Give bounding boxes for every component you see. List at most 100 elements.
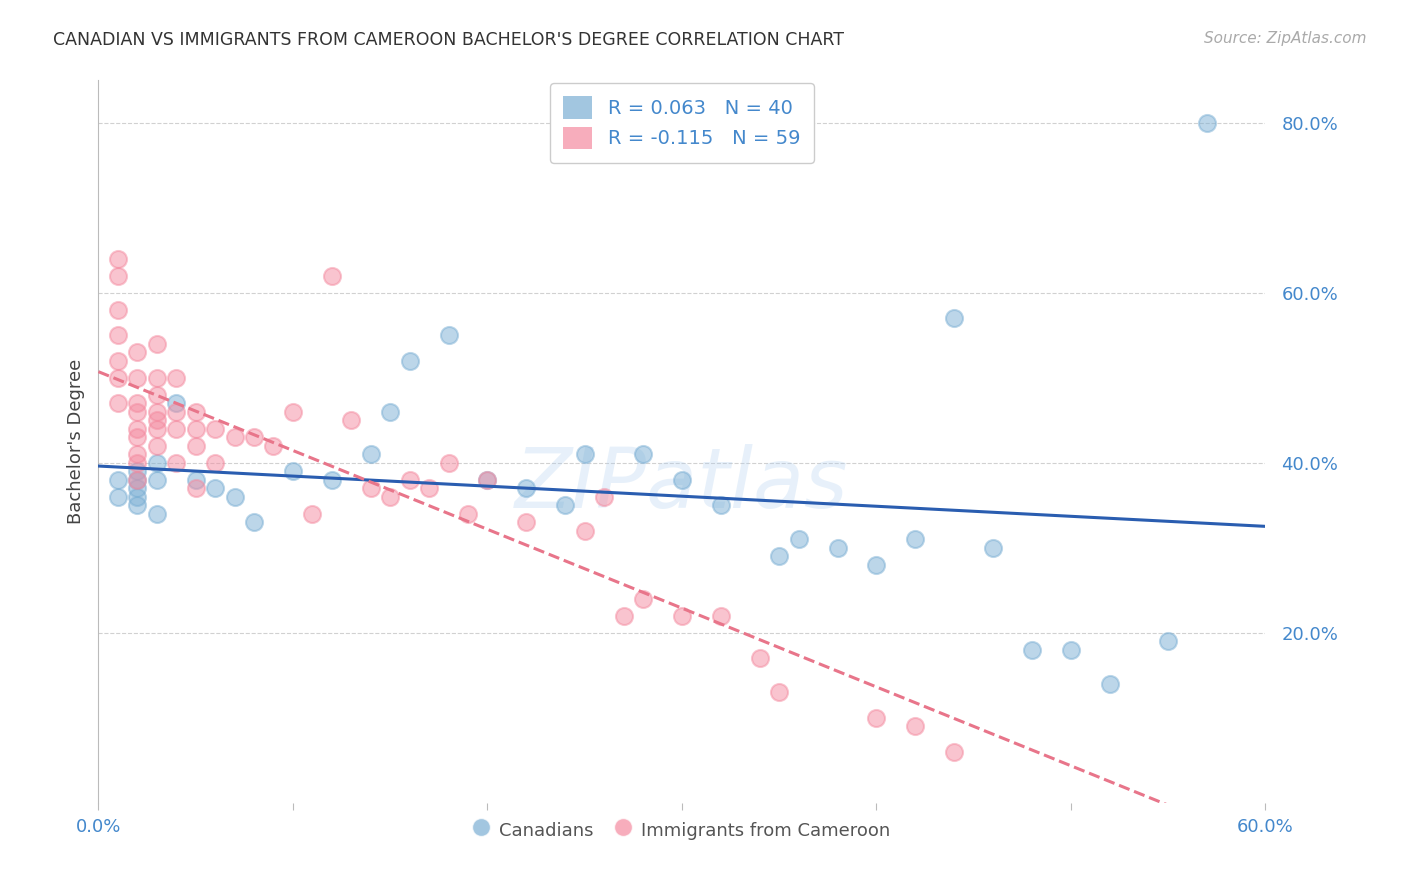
Point bbox=[1060, 642, 1083, 657]
Point bbox=[477, 473, 499, 487]
Point bbox=[107, 268, 129, 283]
Point bbox=[165, 422, 187, 436]
Point bbox=[107, 328, 129, 343]
Point bbox=[146, 413, 169, 427]
Point bbox=[146, 371, 169, 385]
Point bbox=[165, 396, 187, 410]
Point bbox=[127, 473, 149, 487]
Point bbox=[127, 345, 149, 359]
Point bbox=[107, 353, 129, 368]
Point bbox=[710, 608, 733, 623]
Point bbox=[321, 268, 343, 283]
Point bbox=[281, 405, 304, 419]
Point bbox=[204, 456, 226, 470]
Point bbox=[827, 541, 849, 555]
Legend: Canadians, Immigrants from Cameroon: Canadians, Immigrants from Cameroon bbox=[467, 812, 897, 848]
Point bbox=[865, 711, 887, 725]
Point bbox=[710, 498, 733, 512]
Point bbox=[146, 507, 169, 521]
Point bbox=[865, 558, 887, 572]
Point bbox=[477, 473, 499, 487]
Point bbox=[437, 328, 460, 343]
Point bbox=[631, 447, 654, 461]
Point bbox=[146, 336, 169, 351]
Point bbox=[768, 685, 790, 699]
Point bbox=[107, 473, 129, 487]
Point bbox=[418, 481, 440, 495]
Point bbox=[321, 473, 343, 487]
Text: CANADIAN VS IMMIGRANTS FROM CAMEROON BACHELOR'S DEGREE CORRELATION CHART: CANADIAN VS IMMIGRANTS FROM CAMEROON BAC… bbox=[53, 31, 845, 49]
Point bbox=[1157, 634, 1180, 648]
Point bbox=[107, 396, 129, 410]
Point bbox=[127, 456, 149, 470]
Point bbox=[380, 490, 402, 504]
Point bbox=[184, 481, 207, 495]
Point bbox=[671, 473, 693, 487]
Point bbox=[768, 549, 790, 564]
Point bbox=[107, 252, 129, 266]
Point bbox=[671, 608, 693, 623]
Point bbox=[787, 533, 810, 547]
Point bbox=[127, 447, 149, 461]
Point bbox=[398, 353, 420, 368]
Point bbox=[360, 481, 382, 495]
Point bbox=[146, 439, 169, 453]
Text: Source: ZipAtlas.com: Source: ZipAtlas.com bbox=[1204, 31, 1367, 46]
Point bbox=[127, 498, 149, 512]
Point bbox=[574, 524, 596, 538]
Point bbox=[574, 447, 596, 461]
Point bbox=[127, 430, 149, 444]
Point bbox=[457, 507, 479, 521]
Point bbox=[146, 405, 169, 419]
Point bbox=[360, 447, 382, 461]
Point bbox=[165, 456, 187, 470]
Point bbox=[904, 719, 927, 733]
Point bbox=[593, 490, 616, 504]
Point bbox=[224, 490, 246, 504]
Point bbox=[127, 481, 149, 495]
Point bbox=[943, 311, 966, 326]
Text: ZIPatlas: ZIPatlas bbox=[515, 444, 849, 525]
Point bbox=[127, 490, 149, 504]
Point bbox=[107, 371, 129, 385]
Point bbox=[380, 405, 402, 419]
Point bbox=[165, 371, 187, 385]
Point bbox=[301, 507, 323, 521]
Point bbox=[146, 456, 169, 470]
Point bbox=[184, 473, 207, 487]
Point bbox=[631, 591, 654, 606]
Point bbox=[127, 422, 149, 436]
Point bbox=[146, 422, 169, 436]
Point bbox=[243, 430, 266, 444]
Point bbox=[243, 516, 266, 530]
Point bbox=[127, 371, 149, 385]
Point bbox=[515, 516, 537, 530]
Point bbox=[613, 608, 636, 623]
Point bbox=[204, 422, 226, 436]
Point bbox=[107, 490, 129, 504]
Point bbox=[262, 439, 284, 453]
Point bbox=[146, 473, 169, 487]
Y-axis label: Bachelor's Degree: Bachelor's Degree bbox=[66, 359, 84, 524]
Point bbox=[224, 430, 246, 444]
Point bbox=[127, 396, 149, 410]
Point bbox=[515, 481, 537, 495]
Point bbox=[107, 302, 129, 317]
Point bbox=[943, 745, 966, 759]
Point bbox=[281, 464, 304, 478]
Point bbox=[146, 388, 169, 402]
Point bbox=[184, 422, 207, 436]
Point bbox=[1021, 642, 1043, 657]
Point bbox=[748, 651, 770, 665]
Point bbox=[127, 464, 149, 478]
Point bbox=[398, 473, 420, 487]
Point bbox=[127, 405, 149, 419]
Point bbox=[981, 541, 1004, 555]
Point bbox=[437, 456, 460, 470]
Point bbox=[165, 405, 187, 419]
Point bbox=[1195, 116, 1218, 130]
Point bbox=[904, 533, 927, 547]
Point bbox=[184, 439, 207, 453]
Point bbox=[1098, 677, 1121, 691]
Point bbox=[340, 413, 363, 427]
